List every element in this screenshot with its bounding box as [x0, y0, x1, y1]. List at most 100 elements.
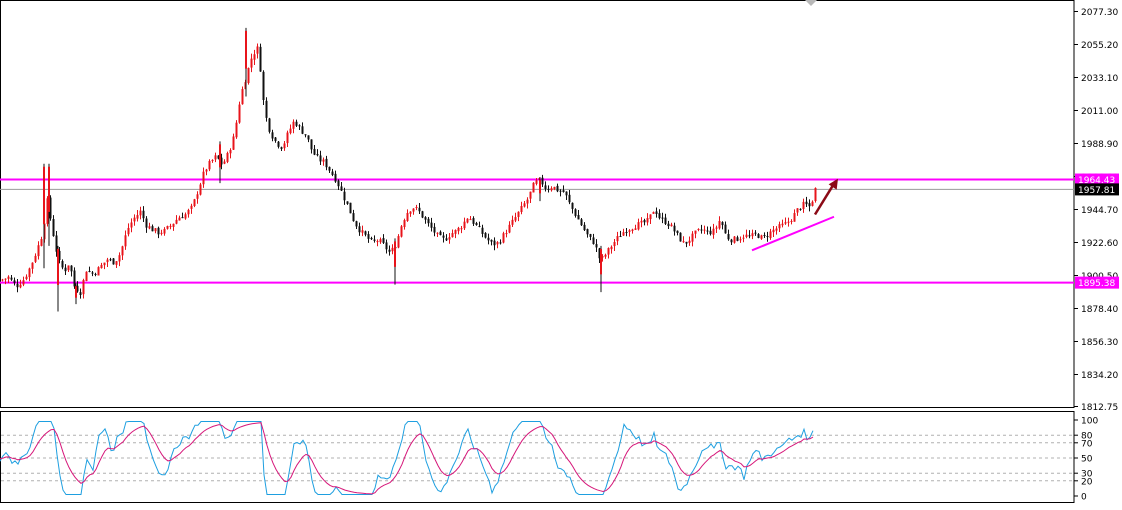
candle-body [433, 226, 436, 233]
candle-body [142, 210, 145, 219]
candle-body [700, 229, 703, 231]
chart-shift-marker[interactable] [805, 0, 817, 6]
candle-body [334, 173, 337, 182]
candle-body [769, 231, 772, 238]
candle-body [742, 237, 745, 239]
current-price-tag-bg [1075, 183, 1119, 196]
candle-body [118, 255, 121, 262]
candle-body [646, 218, 649, 223]
candle-body [487, 237, 490, 241]
candle-body [217, 155, 220, 159]
candle-body [376, 241, 379, 243]
candle-body [784, 222, 787, 224]
price-axis-label-3: 2011.00 [1081, 107, 1118, 117]
candle-body [445, 238, 448, 241]
forecast-arrow[interactable] [813, 183, 836, 216]
candle-body [562, 190, 565, 192]
candle-body [121, 246, 124, 256]
candle-body [556, 185, 559, 192]
candle-body [547, 188, 550, 190]
candle-body [406, 212, 409, 221]
oscillator-fast-line [0, 421, 814, 495]
candle-body [25, 276, 28, 280]
candle-body [628, 230, 631, 232]
candle-body [187, 209, 190, 215]
candle-body [463, 221, 466, 229]
candle-body [190, 205, 193, 209]
candle-spike-body [245, 30, 247, 69]
candle-body [622, 232, 625, 236]
candle-body [283, 143, 286, 149]
candle-body [115, 261, 118, 265]
candle-spike-body [48, 166, 50, 212]
candle-body [148, 226, 151, 229]
candle-body [733, 236, 736, 243]
candle-body [208, 160, 211, 170]
support-price-tag: 1895.38 [1078, 279, 1115, 289]
price-panel-frame [0, 0, 1075, 408]
candle-body [40, 239, 43, 246]
candle-body [19, 284, 22, 288]
candle-body [781, 223, 784, 226]
candle-body [526, 199, 529, 204]
candle-body [337, 180, 340, 187]
oscillator-axis-label-6: 0 [1081, 493, 1087, 503]
candle-body [637, 222, 640, 230]
candle-body [130, 222, 133, 228]
candle-body [589, 234, 592, 237]
candle-body [127, 227, 130, 235]
price-axis-label-0: 2077.30 [1081, 8, 1118, 18]
candle-body [298, 125, 301, 127]
candle-body [625, 231, 628, 233]
candle-body [391, 247, 394, 252]
candle-spike-body [219, 144, 221, 168]
candle-body [631, 229, 634, 231]
price-axis-label-7: 1922.60 [1081, 239, 1118, 249]
candle-body [679, 232, 682, 242]
candle-body [475, 223, 478, 226]
candle-body [256, 46, 259, 54]
candle-body [178, 217, 181, 221]
candle-body [259, 46, 262, 72]
candle-body [616, 236, 619, 242]
candle-body [199, 184, 202, 195]
rising-trendline[interactable] [751, 215, 835, 252]
candle-body [193, 199, 196, 206]
candle-body [151, 226, 154, 232]
candle-body [286, 132, 289, 144]
candle-spike-body [57, 248, 59, 285]
candle-body [67, 265, 70, 271]
candle-body [718, 220, 721, 229]
candle-body [103, 262, 106, 266]
candle-body [532, 182, 535, 193]
candle-body [31, 262, 34, 269]
candle-body [292, 121, 295, 129]
candle-body [739, 239, 742, 241]
candle-body [13, 280, 16, 283]
price-axis-label-6: 1944.70 [1081, 206, 1118, 216]
candle-body [28, 268, 31, 278]
candle-body [274, 137, 277, 141]
candle-body [649, 214, 652, 220]
candle-body [736, 237, 739, 241]
candle-body [766, 236, 769, 238]
candle-body [790, 220, 793, 222]
candle-body [124, 235, 127, 247]
candle-body [73, 270, 76, 287]
candle-body [37, 245, 40, 257]
candle-body [136, 215, 139, 219]
candle-body [775, 228, 778, 231]
oscillator-panel-frame [0, 411, 1075, 503]
candle-body [772, 229, 775, 233]
candle-spike-body [75, 286, 77, 298]
candle-spike-body [43, 166, 45, 225]
candle-body [523, 203, 526, 207]
candle-body [478, 225, 481, 227]
candle-body [403, 220, 406, 228]
candle-body [175, 219, 178, 224]
candle-body [211, 159, 214, 161]
candle-body [139, 210, 142, 216]
candle-body [85, 271, 88, 282]
price-axis-label-4: 1988.90 [1081, 140, 1118, 150]
candle-body [205, 169, 208, 172]
